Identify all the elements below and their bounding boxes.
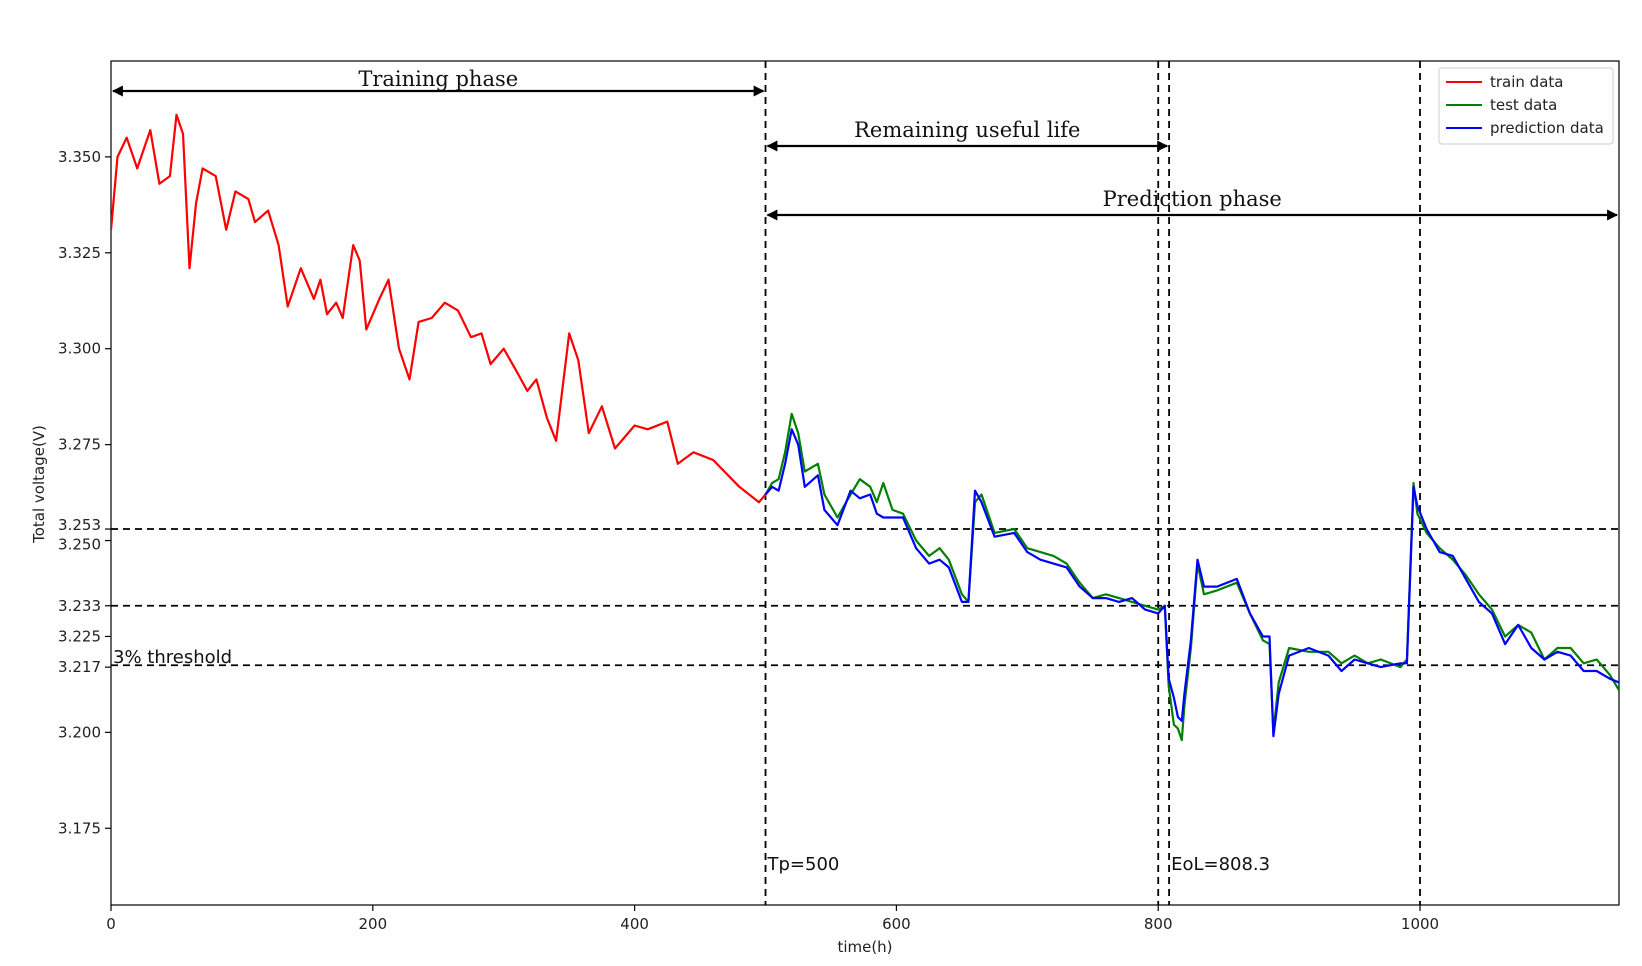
legend: train data test data prediction data: [1438, 67, 1614, 145]
y-tick-label: 3.253: [58, 516, 101, 534]
series-line-2: [764, 428, 1619, 738]
prediction-phase-label: Prediction phase: [1103, 187, 1282, 211]
training-phase-label: Training phase: [358, 67, 518, 91]
x-tick-label: 0: [106, 915, 116, 933]
y-tick-label: 3.275: [58, 436, 101, 454]
y-tick-label: 3.250: [58, 536, 101, 554]
annotations: Training phase Remaining useful life Pre…: [111, 67, 1619, 875]
reference-lines: [111, 61, 1619, 905]
series-line-1: [764, 412, 1619, 742]
x-tick-label: 800: [1144, 915, 1173, 933]
y-tick-label: 3.217: [58, 658, 101, 676]
legend-box: [1438, 67, 1614, 145]
series-line-0: [111, 113, 767, 504]
y-tick-label: 3.300: [58, 340, 101, 358]
threshold-label: 3% threshold: [113, 647, 232, 668]
legend-label-prediction: prediction data: [1490, 119, 1604, 137]
legend-label-train: train data: [1490, 73, 1563, 91]
x-tick-label: 200: [358, 915, 387, 933]
eol-label: EoL=808.3: [1171, 854, 1270, 875]
x-axis: 0 200 400 600 800 1000: [106, 905, 1439, 933]
y-tick-label: 3.325: [58, 244, 101, 262]
y-axis-label: Total voltage(V): [30, 425, 48, 544]
tp-label: Tp=500: [767, 854, 840, 875]
legend-label-test: test data: [1490, 96, 1557, 114]
y-tick-label: 3.175: [58, 819, 101, 837]
remaining-useful-life-label: Remaining useful life: [854, 118, 1080, 142]
x-tick-label: 400: [620, 915, 649, 933]
y-tick-label: 3.200: [58, 723, 101, 741]
series-layer: [111, 113, 1619, 742]
x-tick-label: 600: [882, 915, 911, 933]
y-tick-label: 3.225: [58, 627, 101, 645]
y-axis: 3.175 3.200 3.217 3.225 3.233 3.250 3.253 3.275…: [58, 148, 111, 837]
plot-frame: [110, 60, 1620, 906]
x-axis-label: time(h): [837, 938, 892, 956]
x-tick-label: 1000: [1401, 915, 1439, 933]
y-tick-label: 3.233: [58, 597, 101, 615]
y-tick-label: 3.350: [58, 148, 101, 166]
